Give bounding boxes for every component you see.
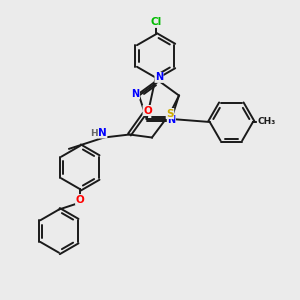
Text: N: N (98, 128, 107, 138)
Text: S: S (166, 109, 174, 118)
Text: N: N (167, 116, 175, 125)
Text: O: O (76, 195, 84, 205)
Text: Cl: Cl (150, 17, 161, 27)
Text: N: N (155, 72, 163, 82)
Text: H: H (90, 128, 97, 137)
Text: CH₃: CH₃ (257, 118, 276, 127)
Text: O: O (143, 106, 152, 116)
Text: N: N (131, 89, 140, 99)
